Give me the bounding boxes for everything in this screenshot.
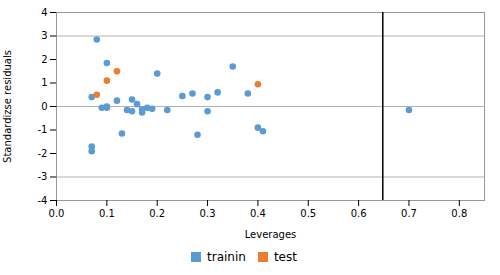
svg-text:-4: -4 bbox=[38, 195, 48, 206]
html-text:trainin: trainin bbox=[207, 249, 246, 264]
svg-text:3: 3 bbox=[41, 30, 47, 41]
svg-text:Standardizse residuals: Standardizse residuals bbox=[2, 50, 13, 163]
svg-text:0.0: 0.0 bbox=[49, 208, 65, 219]
svg-text:4: 4 bbox=[41, 7, 47, 18]
svg-text:1: 1 bbox=[41, 77, 47, 88]
svg-text:0.1: 0.1 bbox=[99, 208, 115, 219]
svg-text:0.2: 0.2 bbox=[149, 208, 165, 219]
svg-text:-3: -3 bbox=[38, 171, 48, 182]
svg-text:0.3: 0.3 bbox=[200, 208, 216, 219]
svg-text:0.8: 0.8 bbox=[451, 208, 467, 219]
svg-text:0.4: 0.4 bbox=[250, 208, 266, 219]
svg-text:0.7: 0.7 bbox=[401, 208, 417, 219]
svg-text:0.6: 0.6 bbox=[351, 208, 367, 219]
svg-text:Leverages: Leverages bbox=[245, 229, 297, 240]
svg-text:0: 0 bbox=[41, 101, 47, 112]
svg-text:2: 2 bbox=[41, 54, 47, 65]
svg-text:-1: -1 bbox=[38, 124, 48, 135]
svg-text:-2: -2 bbox=[38, 148, 48, 159]
html-text:test: test bbox=[273, 249, 297, 264]
svg-text:0.5: 0.5 bbox=[300, 208, 316, 219]
